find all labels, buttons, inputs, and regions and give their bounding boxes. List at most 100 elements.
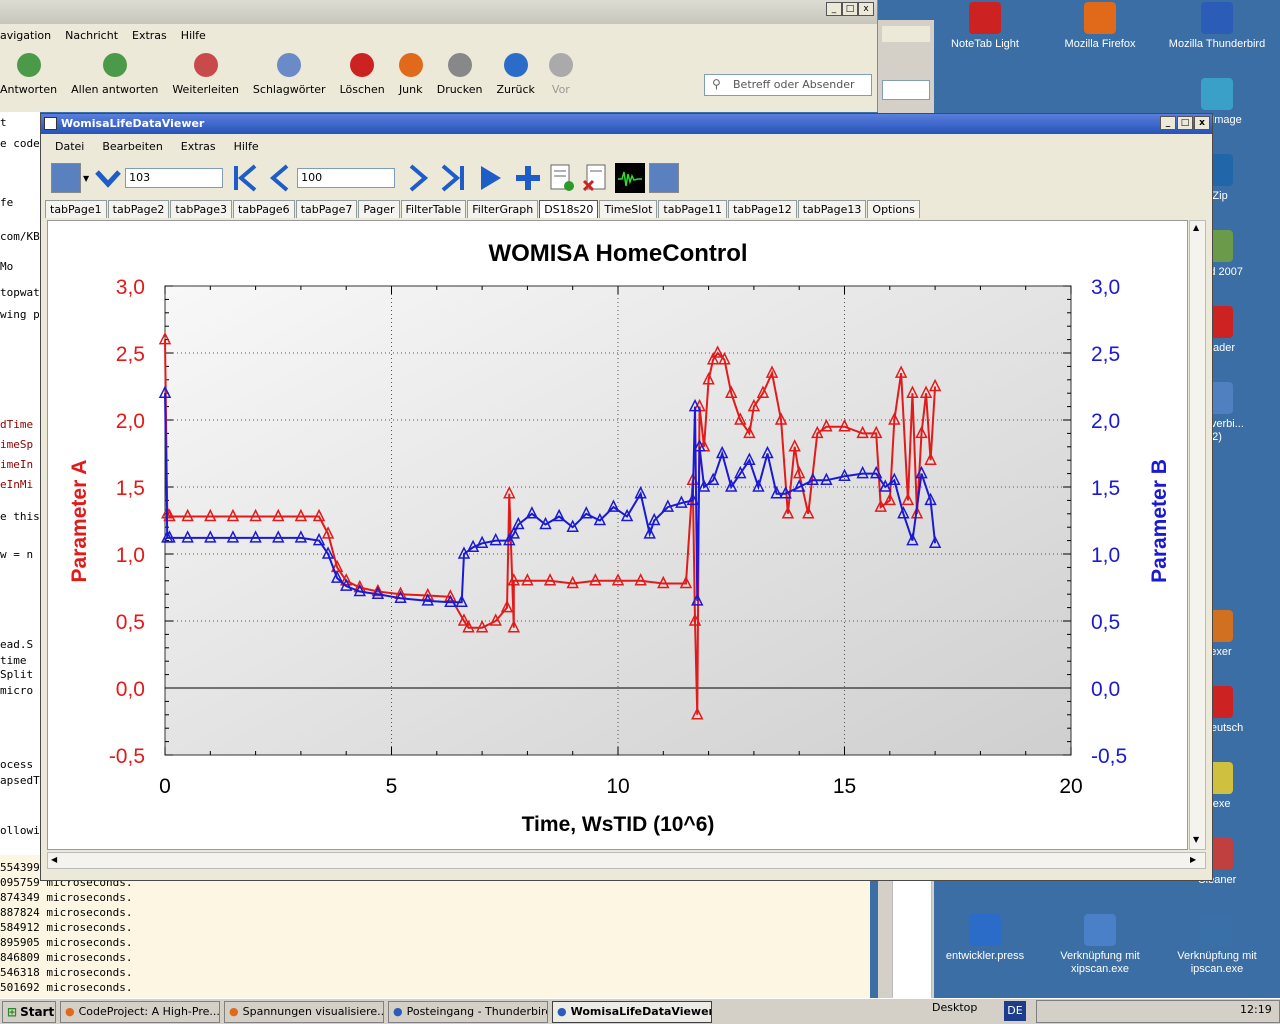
tab-tabpage7[interactable]: tabPage7	[295, 200, 358, 218]
thunderbird-menu-item[interactable]: Nachricht	[65, 28, 119, 42]
start-button[interactable]: ⊞ Start	[2, 1000, 56, 1023]
main-menu-bar: Datei Bearbeiten Extras Hilfe	[41, 136, 263, 156]
tab-tabpage2[interactable]: tabPage2	[107, 200, 170, 218]
play-icon[interactable]	[475, 163, 505, 193]
last-page-icon[interactable]	[437, 163, 467, 193]
tab-tabpage1[interactable]: tabPage1	[45, 200, 107, 218]
scroll-up-icon[interactable]: ▲	[1193, 223, 1200, 232]
thunderbird-title-bar: _ □ x	[0, 0, 877, 24]
tab-ds18s20[interactable]: DS18s20	[539, 200, 599, 218]
data-point-marker	[580, 506, 593, 519]
taskbar-button[interactable]: ● Spannungen visualisiere...	[224, 1000, 384, 1023]
main-menu-item[interactable]: Bearbeiten	[102, 139, 163, 153]
data-point-marker	[634, 573, 647, 586]
tab-pager[interactable]: Pager	[358, 200, 400, 218]
close-button[interactable]: x	[1194, 116, 1210, 130]
taskbar-button[interactable]: ● CodeProject: A High-Pre...	[60, 1000, 220, 1023]
taskbar-button[interactable]: ● Posteingang - Thunderbird	[388, 1000, 548, 1023]
maximize-button[interactable]: □	[1177, 116, 1193, 130]
tab-tabpage12[interactable]: tabPage12	[728, 200, 797, 218]
toolbar-icon	[102, 53, 127, 77]
tab-options[interactable]: Options	[867, 200, 920, 218]
chevron-down-icon[interactable]	[93, 163, 123, 193]
window-title: WomisaLifeDataViewer	[61, 117, 205, 130]
thunderbird-tool-button[interactable]: Weiterleiten	[172, 53, 239, 96]
console-line: 546318 microseconds.	[0, 966, 133, 979]
scroll-right-icon[interactable]: ▶	[1190, 855, 1197, 864]
data-point-marker	[919, 385, 933, 398]
scroll-left-icon[interactable]: ◀	[51, 855, 58, 864]
step-input[interactable]: 100	[297, 168, 396, 188]
y2-tick-label: 2,0	[1091, 410, 1120, 433]
thunderbird-search-input[interactable]: Betreff oder Absender	[704, 74, 872, 96]
main-menu-item[interactable]: Hilfe	[233, 139, 259, 153]
thunderbird-menu-item[interactable]: avigation	[0, 28, 52, 42]
add-icon[interactable]	[513, 163, 543, 193]
data-point-marker	[249, 530, 262, 543]
tab-tabpage13[interactable]: tabPage13	[797, 200, 867, 218]
delete-document-icon[interactable]	[581, 163, 611, 193]
console-line: 887824 microseconds.	[0, 906, 133, 919]
thunderbird-menu-item[interactable]: Hilfe	[180, 28, 206, 42]
desktop-icon[interactable]: Verknüpfung mit xipscan.exe	[1045, 914, 1155, 976]
close-button[interactable]: x	[858, 2, 874, 16]
code-fragment: imeSp	[0, 438, 34, 451]
data-point-marker	[915, 465, 928, 479]
thunderbird-menu-item[interactable]: Extras	[132, 28, 167, 42]
thunderbird-tool-button[interactable]: Junk	[398, 53, 423, 96]
add-document-icon[interactable]	[547, 163, 577, 193]
desktop-icon[interactable]: entwickler.press	[930, 914, 1040, 963]
tab-filtergraph[interactable]: FilterGraph	[467, 200, 539, 218]
tab-tabpage3[interactable]: tabPage3	[170, 200, 233, 218]
language-indicator[interactable]: DE	[1004, 1001, 1026, 1021]
womisa-viewer-window: WomisaLifeDataViewer _ □ x Datei Bearbeit…	[40, 113, 1213, 881]
tab-tabpage6[interactable]: tabPage6	[233, 200, 295, 218]
main-menu-item[interactable]: Datei	[55, 139, 85, 153]
scroll-down-icon[interactable]: ▼	[1193, 835, 1200, 844]
main-menu-item[interactable]: Extras	[180, 139, 216, 153]
chart-svg: WOMISA HomeControl 0 5 10 15 20 -0,5 -0,5 0,0 0,…	[68, 240, 1171, 836]
minimize-button[interactable]: _	[826, 2, 842, 16]
app-shortcut-icon	[1084, 914, 1116, 946]
tool-label: Allen antworten	[71, 83, 159, 96]
data-point-marker	[688, 613, 702, 626]
data-point-marker	[321, 546, 335, 559]
vertical-scrollbar[interactable]: ▲ ▼	[1189, 220, 1206, 850]
thunderbird-tool-button[interactable]: Allen antworten	[71, 53, 158, 96]
horizontal-scrollbar[interactable]: ◀ ▶	[47, 852, 1206, 869]
search-field-partial[interactable]	[882, 80, 930, 100]
data-point-marker	[249, 508, 262, 522]
scrollbar-partial[interactable]	[892, 860, 932, 1000]
data-point-marker	[611, 573, 625, 586]
record-input[interactable]: 103	[125, 168, 224, 188]
tab-tabpage11[interactable]: tabPage11	[658, 200, 728, 218]
thunderbird-tool-button[interactable]: Antworten	[0, 53, 57, 96]
thunderbird-tool-button[interactable]: Zurück	[496, 53, 535, 96]
previous-page-icon[interactable]	[265, 163, 295, 193]
desktop-icon[interactable]: NoteTab Light	[930, 2, 1040, 51]
desktop-toolbar-label[interactable]: Desktop	[932, 1001, 978, 1014]
maximize-button[interactable]: □	[842, 2, 858, 16]
first-page-icon[interactable]	[231, 163, 261, 193]
data-point-marker	[874, 499, 887, 512]
thunderbird-tool-button[interactable]: Schlagwörter	[253, 53, 326, 96]
desktop-icon[interactable]: Mozilla Firefox	[1045, 2, 1155, 51]
image-icon[interactable]	[51, 163, 81, 193]
dropdown-arrow-icon[interactable]: ▼	[83, 173, 90, 183]
thunderbird-tool-button[interactable]: Drucken	[437, 53, 482, 96]
desktop-icon[interactable]: Mozilla Thunderbird	[1162, 2, 1272, 51]
tab-filtertable[interactable]: FilterTable	[400, 200, 467, 218]
oscilloscope-icon[interactable]	[615, 163, 646, 193]
thunderbird-tool-button[interactable]: Vor	[548, 53, 573, 96]
toolbar-icon	[16, 53, 41, 77]
minimize-button[interactable]: _	[1160, 116, 1176, 130]
app-shortcut-icon	[969, 2, 1001, 34]
y-tick-label: 0,0	[116, 678, 145, 701]
data-point-marker	[330, 570, 344, 583]
taskbar-button[interactable]: ● WomisaLifeDataViewer	[552, 1000, 712, 1023]
desktop-icon[interactable]: Verknüpfung mit ipscan.exe	[1162, 914, 1272, 976]
thunderbird-tool-button[interactable]: Löschen	[340, 53, 385, 96]
next-page-icon[interactable]	[403, 163, 433, 193]
tab-timeslot[interactable]: TimeSlot	[599, 200, 658, 218]
picture-icon[interactable]	[649, 163, 680, 193]
